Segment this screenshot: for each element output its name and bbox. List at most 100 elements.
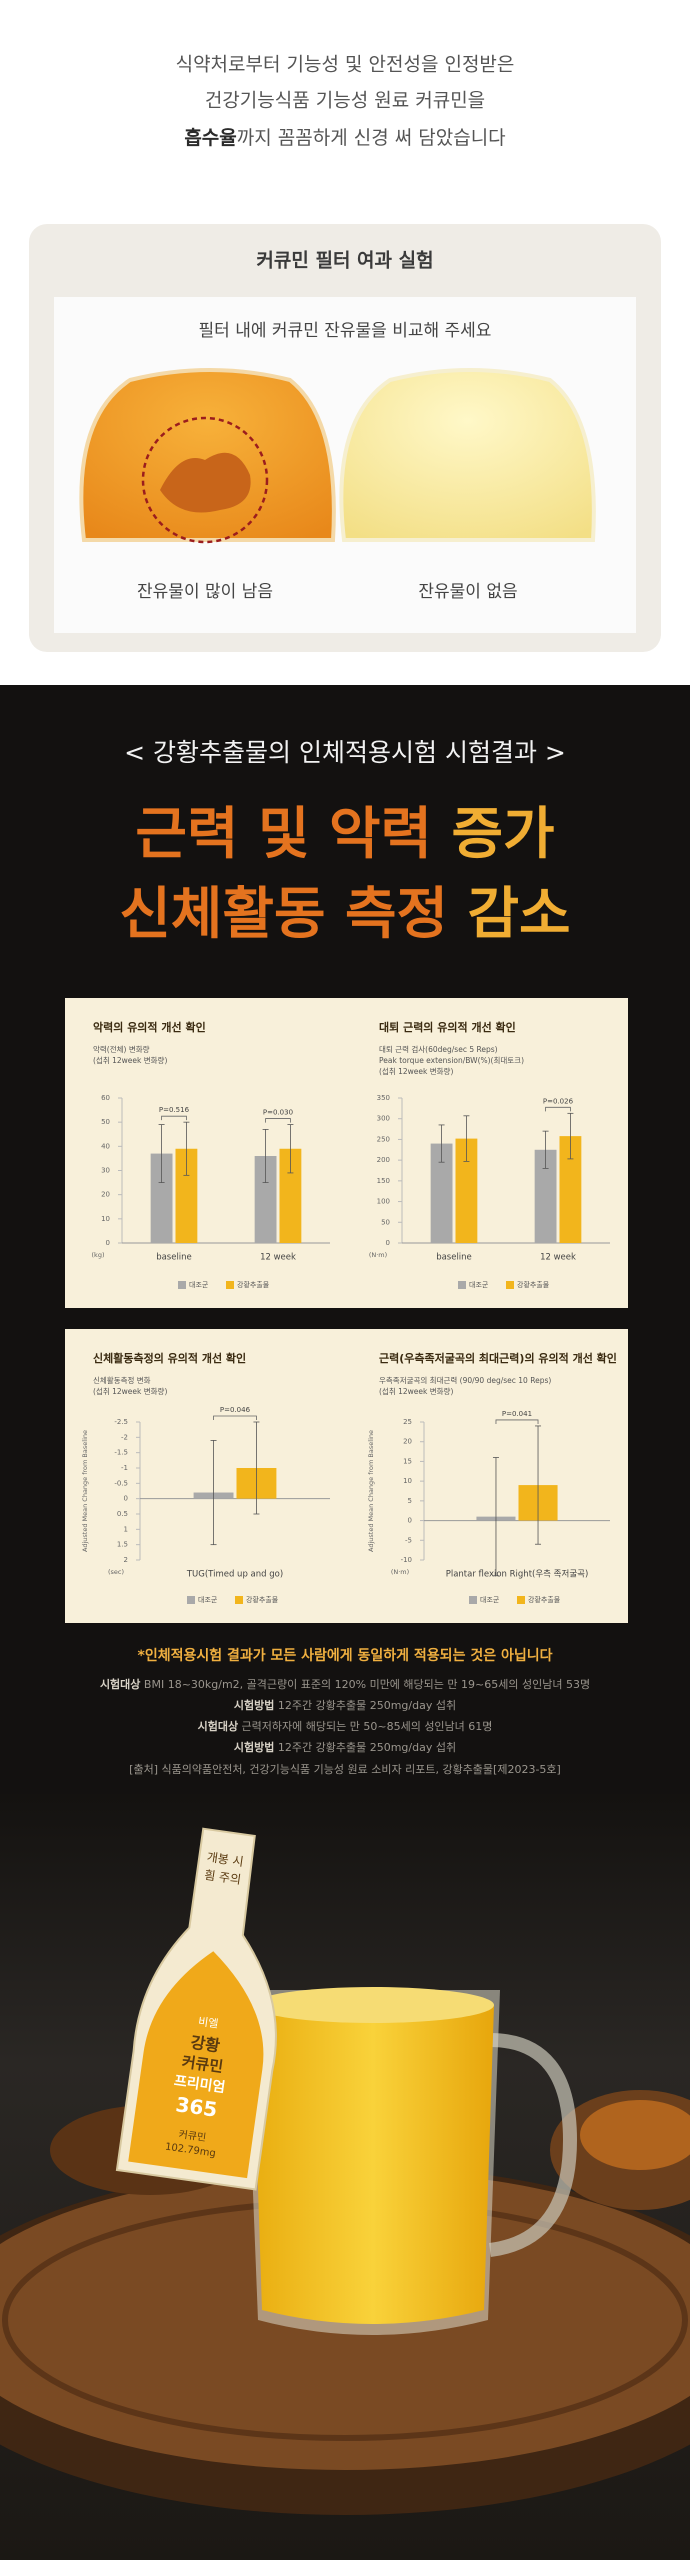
y-tick-label: 15	[403, 1457, 412, 1465]
bar	[534, 1149, 557, 1243]
legend-label: 대조군	[469, 1281, 489, 1289]
y-tick-label: -5	[405, 1536, 412, 1544]
legend-swatch	[469, 1596, 477, 1604]
title-accent: 증가	[452, 802, 555, 867]
legend-label: 대조군	[480, 1596, 500, 1604]
y-tick-label: 10	[101, 1215, 110, 1223]
chart-subtitle: (섭취 12week 변화량)	[379, 1066, 453, 1076]
bar	[175, 1148, 198, 1243]
filter-subtitle: 필터 내에 커큐민 잔유물을 비교해 주세요	[199, 321, 492, 341]
note-line: 시험대상 근력저하자에 해당되는 만 50~85세의 성인남녀 61명	[198, 1719, 493, 1733]
y-tick-label: 200	[377, 1156, 390, 1164]
y-tick-label: 25	[403, 1418, 412, 1426]
legend-swatch	[458, 1281, 466, 1289]
p-value: P=0.041	[502, 1410, 532, 1418]
y-unit: (N·m)	[369, 1251, 387, 1259]
trial-title: 근력 및 악력 증가	[135, 802, 554, 867]
chart-subtitle: (섭취 12week 변화량)	[93, 1386, 167, 1396]
intro-line: 건강기능식품 기능성 원료 커큐민을	[205, 90, 485, 112]
p-value: P=0.026	[543, 1097, 574, 1105]
title-part: 신체활동 측정	[119, 882, 448, 947]
pouch-text: 비엘	[197, 2015, 219, 2031]
y-tick-label: 10	[403, 1477, 412, 1485]
note-line: 시험방법 12주간 강황추출물 250mg/day 섭취	[234, 1698, 456, 1712]
residue	[160, 452, 251, 513]
x-tick-label: baseline	[436, 1253, 472, 1263]
intro-rest: 까지 꼼꼼하게 신경 써 담았습니다	[237, 127, 506, 149]
bar	[254, 1156, 277, 1243]
y-tick-label: 300	[377, 1115, 390, 1123]
trial-title: 신체활동 측정 감소	[119, 882, 570, 947]
chart-panel	[65, 998, 628, 1308]
note-label: 시험대상	[198, 1719, 238, 1733]
y-label: Adjusted Mean Change from Baseline	[367, 1430, 375, 1552]
y-tick-label: 350	[377, 1094, 390, 1102]
note-line: 시험방법 12주간 강황추출물 250mg/day 섭취	[234, 1740, 456, 1754]
note-text: [출처] 식품의약품안전처, 건강기능식품 기능성 원료 소비자 리포트, 강황…	[129, 1762, 561, 1776]
filter-title: 커큐민 필터 여과 실험	[256, 250, 433, 272]
x-tick-label: TUG(Timed up and go)	[186, 1570, 283, 1580]
legend-swatch	[517, 1596, 525, 1604]
note-label: 시험방법	[234, 1740, 274, 1754]
pouch-text: 흼 주의	[203, 1868, 242, 1887]
chart-title: 신체활동측정의 유의적 개선 확인	[93, 1351, 246, 1365]
residue-circle	[141, 416, 269, 544]
bar	[150, 1153, 173, 1243]
y-tick-label: 150	[377, 1177, 390, 1185]
filter-label: 잔유물이 없음	[418, 582, 517, 602]
chart-subtitle: 대퇴 근력 검사(60deg/sec 5 Reps)	[379, 1044, 498, 1054]
notes: 시험대상 BMI 18~30kg/m2, 골격근량이 표준의 120% 미만에 …	[100, 1677, 590, 1776]
title-part: 근력 및 악력	[135, 802, 432, 867]
x-tick-label: Plantar flexion Right(우측 족저굴곡)	[446, 1570, 589, 1580]
y-tick-label: 50	[101, 1118, 110, 1126]
filter-label: 잔유물이 많이 남음	[137, 582, 273, 602]
y-tick-label: 20	[403, 1438, 412, 1446]
y-tick-label: 250	[377, 1135, 390, 1143]
p-bracket	[495, 1419, 539, 1424]
legend-swatch	[226, 1281, 234, 1289]
p-value: P=0.046	[220, 1406, 251, 1414]
note-line: 시험대상 BMI 18~30kg/m2, 골격근량이 표준의 120% 미만에 …	[100, 1677, 590, 1691]
filter-left	[79, 368, 336, 542]
liquid-top	[252, 1987, 494, 2023]
note-line: [출처] 식품의약품안전처, 건강기능식품 기능성 원료 소비자 리포트, 강황…	[129, 1762, 561, 1776]
x-tick-label: 12 week	[540, 1253, 576, 1263]
legend-swatch	[235, 1596, 243, 1604]
y-unit: (sec)	[108, 1568, 124, 1576]
note-label: 시험대상	[100, 1677, 140, 1691]
note-label: 시험방법	[234, 1698, 274, 1712]
y-unit: (kg)	[92, 1251, 105, 1259]
chart-subtitle: 신체활동측정 변화	[93, 1375, 151, 1385]
note-text: 근력저하자에 해당되는 만 50~85세의 성인남녀 61명	[238, 1719, 492, 1733]
y-tick-label: -2	[121, 1433, 128, 1441]
intro-line: 식약처로부터 기능성 및 안전성을 인정받은	[176, 54, 515, 76]
p-bracket	[265, 1118, 291, 1123]
y-tick-label: -0.5	[114, 1479, 128, 1487]
legend-label: 강황추출물	[517, 1280, 550, 1289]
pouch-text: 개봉 시	[206, 1850, 245, 1869]
trial-heading: < 강황추출물의 인체적용시험 시험결과 >	[124, 738, 566, 767]
y-tick-label: -1	[121, 1464, 128, 1472]
y-tick-label: 1.5	[117, 1541, 128, 1549]
legend-swatch	[506, 1281, 514, 1289]
chart-title: 근력(우측족저굴곡의 최대근력)의 유의적 개선 확인	[379, 1351, 617, 1365]
y-tick-label: 5	[408, 1497, 412, 1505]
y-tick-label: 2	[124, 1556, 128, 1564]
y-tick-label: 1	[124, 1525, 128, 1533]
bar	[559, 1136, 582, 1243]
y-tick-label: 0	[408, 1517, 412, 1525]
note-text: BMI 18~30kg/m2, 골격근량이 표준의 120% 미만에 해당되는 …	[140, 1677, 590, 1691]
y-tick-label: 0	[386, 1239, 390, 1247]
bar	[455, 1138, 478, 1243]
p-bracket	[545, 1106, 571, 1112]
x-tick-label: 12 week	[260, 1253, 296, 1263]
y-label: Adjusted Mean Change from Baseline	[81, 1430, 89, 1552]
title-accent: 감소	[468, 882, 571, 947]
chart-subtitle: (섭취 12week 변화량)	[93, 1055, 167, 1065]
x-tick-label: baseline	[156, 1253, 192, 1263]
y-tick-label: -1.5	[114, 1449, 128, 1457]
chart-title: 악력의 유의적 개선 확인	[93, 1020, 206, 1034]
disclaimer: *인체적용시험 결과가 모든 사람에게 동일하게 적용되는 것은 아닙니다	[138, 1647, 553, 1664]
